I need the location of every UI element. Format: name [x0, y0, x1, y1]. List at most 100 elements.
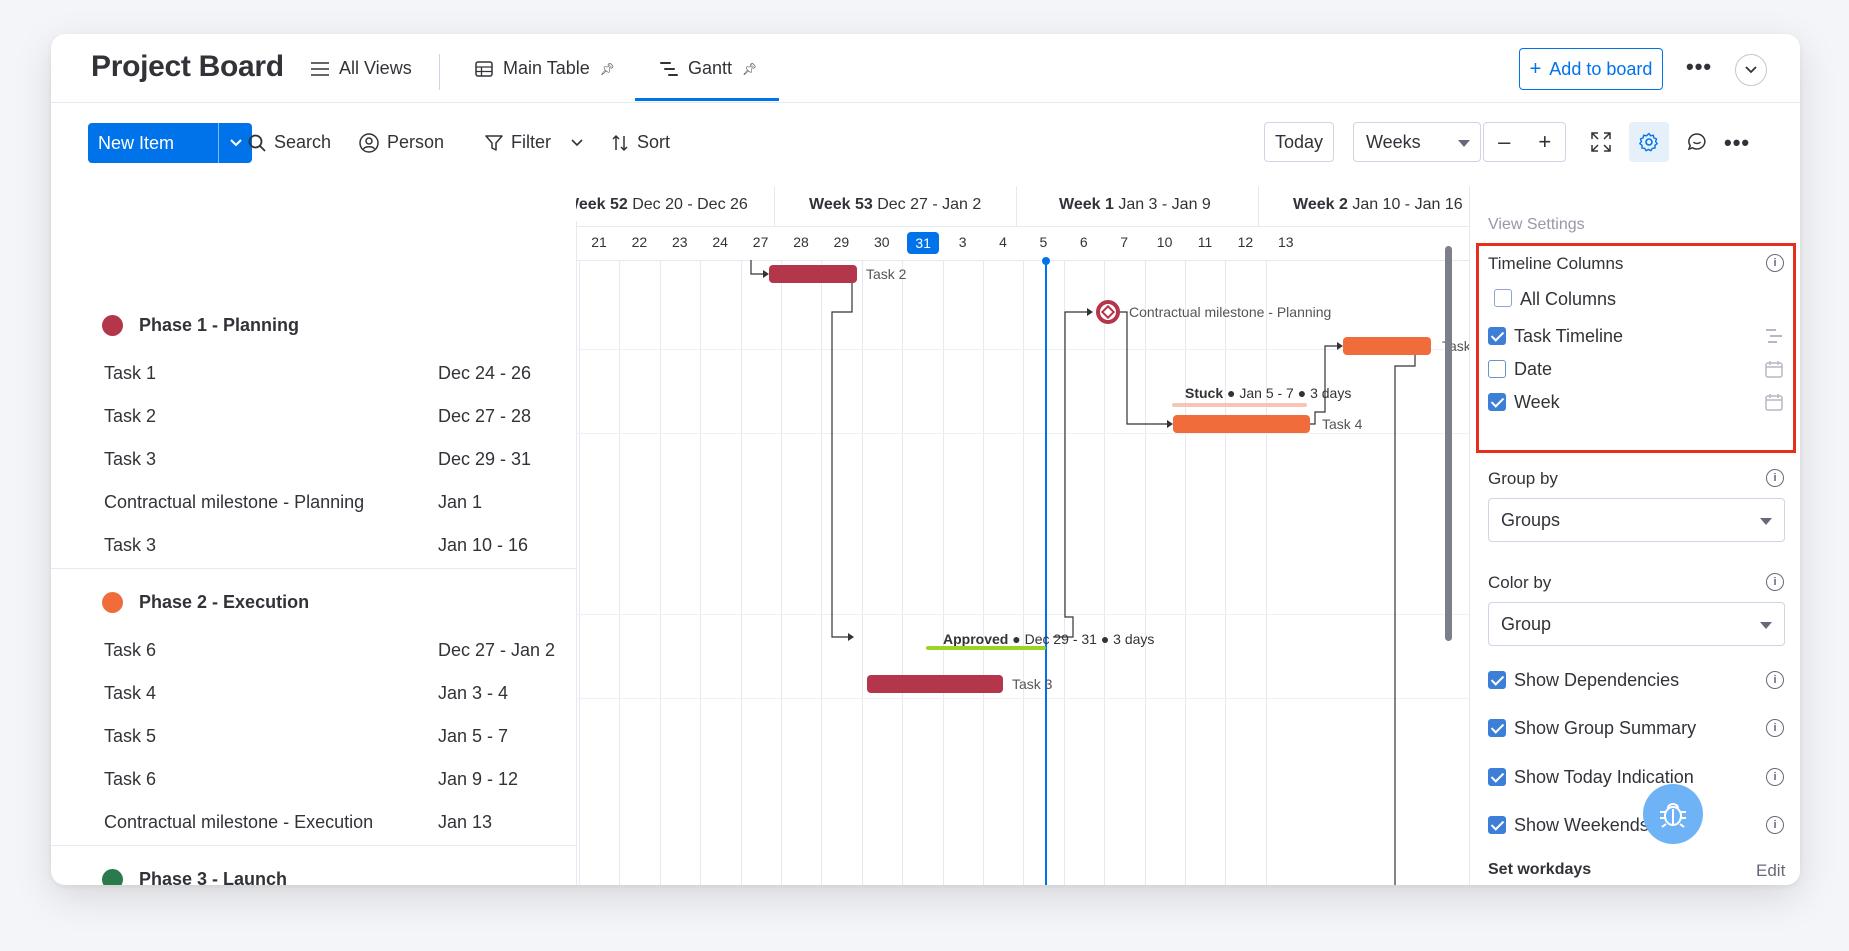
divider	[439, 54, 440, 90]
summary-bar	[926, 646, 1046, 650]
edit-workdays-link[interactable]: Edit	[1756, 861, 1785, 881]
button-divider	[218, 123, 219, 163]
gantt-chart: Week 52 Dec 20 - Dec 26 Week 53 Dec 27 -…	[576, 186, 1469, 885]
info-icon[interactable]: i	[1766, 671, 1784, 689]
item-date: Jan 13	[438, 812, 492, 833]
list-item[interactable]: Task 1 Dec 24 - 26	[51, 355, 576, 391]
sort-button[interactable]: Sort	[611, 132, 670, 153]
today-indicator-line	[1045, 260, 1047, 885]
list-item[interactable]: Task 5 Jan 5 - 7	[51, 718, 576, 754]
show-group-summary-checkbox[interactable]	[1488, 719, 1506, 737]
table-icon	[475, 61, 493, 77]
list-item[interactable]: Task 6 Dec 27 - Jan 2	[51, 632, 576, 668]
tab-main-table-label: Main Table	[503, 58, 590, 79]
week-checkbox[interactable]	[1488, 393, 1506, 411]
gantt-bar-task-3[interactable]	[867, 675, 1003, 693]
list-item[interactable]: Task 2 Dec 27 - 28	[51, 398, 576, 434]
list-item[interactable]: Task 3 Jan 10 - 16	[51, 527, 576, 563]
task-timeline-checkbox[interactable]	[1488, 327, 1506, 345]
pin-icon: 📌︎	[742, 62, 757, 76]
list-item[interactable]: Task 3 Dec 29 - 31	[51, 441, 576, 477]
item-date: Dec 27 - Jan 2	[438, 640, 555, 661]
gantt-bar-task-4[interactable]	[1173, 415, 1310, 433]
show-dependencies-checkbox[interactable]	[1488, 671, 1506, 689]
gantt-bar-task-2[interactable]	[769, 265, 857, 283]
info-icon[interactable]: i	[1766, 768, 1784, 786]
task-timeline-label: Task Timeline	[1514, 326, 1623, 347]
group-color-dot	[102, 315, 123, 336]
chevron-down-icon	[230, 139, 242, 147]
chevron-down-icon[interactable]	[571, 139, 583, 147]
board-more-menu[interactable]: •••	[1686, 54, 1712, 80]
info-icon[interactable]: i	[1766, 719, 1784, 737]
list-item[interactable]: Task 4 Jan 3 - 4	[51, 675, 576, 711]
group-header-planning[interactable]: Phase 1 - Planning	[51, 305, 299, 345]
item-date: Jan 5 - 7	[438, 726, 508, 747]
updates-button[interactable]	[1677, 122, 1717, 162]
all-columns-checkbox[interactable]	[1494, 289, 1512, 307]
show-group-summary-label: Show Group Summary	[1514, 718, 1696, 739]
tab-main-table[interactable]: Main Table 📌︎	[475, 58, 615, 79]
color-by-select[interactable]: Group	[1488, 602, 1785, 646]
bar-label: Contractual milestone - Planning	[1129, 304, 1331, 320]
bar-label: Task 4	[1322, 416, 1362, 432]
group-divider	[51, 568, 576, 569]
group-by-label: Group by	[1488, 469, 1558, 489]
zoom-in-button[interactable]: +	[1525, 123, 1566, 161]
zoom-unit-select[interactable]: Weeks	[1353, 122, 1481, 162]
bar-label: Task 2	[866, 266, 906, 282]
show-today-indication-checkbox[interactable]	[1488, 768, 1506, 786]
group-header-execution[interactable]: Phase 2 - Execution	[51, 582, 309, 622]
item-date: Jan 3 - 4	[438, 683, 508, 704]
show-weekends-checkbox[interactable]	[1488, 816, 1506, 834]
show-dependencies-label: Show Dependencies	[1514, 670, 1679, 691]
caret-down-icon	[1760, 518, 1772, 525]
date-label: Date	[1514, 359, 1552, 380]
fullscreen-button[interactable]	[1581, 122, 1621, 162]
filter-button[interactable]: Filter	[485, 132, 583, 153]
list-item[interactable]: Contractual milestone - Execution Jan 13	[51, 804, 576, 840]
zoom-unit-value: Weeks	[1366, 132, 1421, 153]
gantt-bar-task-5[interactable]	[1343, 337, 1431, 355]
item-name: Task 2	[104, 406, 156, 427]
board-header: Project Board All Views Main Table 📌︎ Ga…	[51, 34, 1800, 103]
toolbar-more-menu[interactable]: •••	[1724, 130, 1750, 156]
collapse-header-button[interactable]	[1735, 54, 1767, 86]
item-name: Task 4	[104, 683, 156, 704]
group-name: Phase 3 - Launch	[139, 869, 287, 886]
info-icon[interactable]: i	[1766, 816, 1784, 834]
info-icon[interactable]: i	[1766, 254, 1784, 272]
list-item[interactable]: Task 6 Jan 9 - 12	[51, 761, 576, 797]
item-date: Jan 10 - 16	[438, 535, 528, 556]
info-icon[interactable]: i	[1766, 469, 1784, 487]
group-color-dot	[102, 592, 123, 613]
item-name: Task 6	[104, 640, 156, 661]
add-to-board-button[interactable]: + Add to board	[1519, 48, 1663, 90]
zoom-out-button[interactable]: –	[1484, 123, 1525, 161]
list-item[interactable]: Contractual milestone - Planning Jan 1	[51, 484, 576, 520]
milestone-marker[interactable]	[1096, 300, 1120, 324]
plus-icon: +	[1530, 58, 1542, 81]
group-color-dot	[102, 869, 123, 886]
group-by-select[interactable]: Groups	[1488, 498, 1785, 542]
color-by-value: Group	[1501, 614, 1551, 635]
search-button[interactable]: Search	[248, 132, 331, 153]
caret-down-icon	[1458, 140, 1470, 147]
dependency-connector	[1395, 346, 1415, 885]
today-button[interactable]: Today	[1264, 122, 1334, 162]
new-item-button[interactable]: New Item	[88, 123, 252, 163]
filter-icon	[485, 134, 503, 152]
tab-all-views[interactable]: All Views	[311, 58, 412, 79]
date-checkbox[interactable]	[1488, 360, 1506, 378]
item-name: Contractual milestone - Execution	[104, 812, 373, 833]
info-icon[interactable]: i	[1766, 573, 1784, 591]
scrollbar[interactable]	[1445, 246, 1452, 641]
bug-report-button[interactable]	[1643, 784, 1703, 844]
group-header-launch[interactable]: Phase 3 - Launch	[51, 859, 287, 885]
gantt-icon	[660, 61, 678, 77]
expand-icon	[1591, 132, 1611, 152]
person-filter-button[interactable]: Person	[359, 132, 444, 153]
settings-button[interactable]	[1629, 122, 1669, 162]
timeline-columns-title: Timeline Columns	[1488, 254, 1623, 274]
tab-gantt[interactable]: Gantt 📌︎	[660, 58, 757, 79]
